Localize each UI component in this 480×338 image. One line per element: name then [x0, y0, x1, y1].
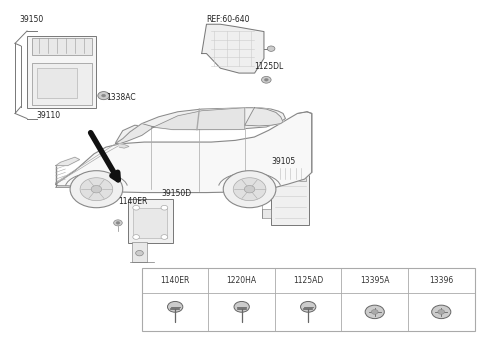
Text: 39150D: 39150D [161, 189, 191, 198]
Circle shape [133, 206, 140, 210]
Text: 1125AD: 1125AD [293, 276, 324, 285]
Polygon shape [116, 108, 286, 143]
Text: 13396: 13396 [429, 276, 454, 285]
Bar [263, 210, 271, 218]
Text: 13395A: 13395A [360, 276, 389, 285]
Circle shape [264, 78, 268, 81]
Circle shape [438, 310, 444, 314]
Polygon shape [152, 108, 245, 129]
Circle shape [133, 235, 140, 239]
Text: 1220HA: 1220HA [227, 276, 257, 285]
Circle shape [234, 301, 249, 312]
Circle shape [233, 178, 266, 201]
Circle shape [91, 186, 102, 193]
Bar [142, 268, 475, 331]
Bar [36, 68, 77, 98]
Text: 39150: 39150 [20, 15, 44, 24]
Bar [128, 199, 173, 243]
Text: 39105: 39105 [271, 156, 295, 166]
Text: 1125DL: 1125DL [254, 63, 284, 71]
Circle shape [300, 301, 316, 312]
Bar [133, 208, 167, 238]
Text: REF:60-640: REF:60-640 [206, 15, 250, 24]
Circle shape [161, 235, 168, 239]
Bar [32, 38, 92, 54]
Circle shape [136, 250, 144, 256]
Polygon shape [116, 124, 154, 144]
Bar [27, 36, 96, 108]
Text: 1338AC: 1338AC [106, 93, 136, 102]
Polygon shape [120, 144, 129, 148]
Circle shape [102, 94, 106, 97]
Polygon shape [56, 112, 312, 193]
Circle shape [262, 76, 271, 83]
Circle shape [161, 206, 168, 210]
Circle shape [365, 305, 384, 319]
Text: 39110: 39110 [36, 111, 60, 120]
Circle shape [244, 186, 255, 193]
Circle shape [168, 301, 183, 312]
Circle shape [432, 305, 451, 319]
Bar [275, 167, 306, 181]
Circle shape [98, 92, 109, 100]
Text: 1140ER: 1140ER [160, 276, 190, 285]
Text: 1140ER: 1140ER [118, 197, 147, 206]
Bar [271, 166, 310, 224]
FancyBboxPatch shape [132, 242, 147, 262]
Circle shape [114, 220, 122, 226]
Bar [32, 63, 92, 105]
Circle shape [80, 178, 113, 201]
Polygon shape [202, 24, 264, 73]
Circle shape [372, 310, 378, 314]
Polygon shape [56, 157, 80, 166]
Circle shape [116, 221, 120, 224]
Circle shape [70, 171, 123, 208]
Circle shape [267, 46, 275, 51]
Circle shape [223, 171, 276, 208]
Polygon shape [245, 108, 283, 126]
